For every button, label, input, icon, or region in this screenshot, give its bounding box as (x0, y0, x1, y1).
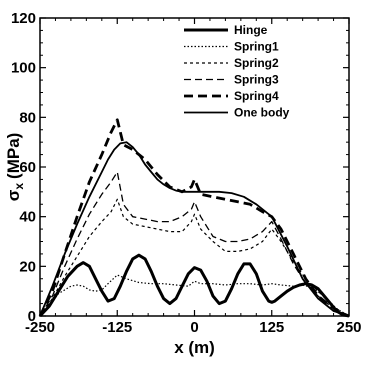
y-axis-title: σx (MPa) (4, 133, 26, 202)
x-tick-label: -125 (102, 319, 132, 336)
y-tick-label: 0 (28, 308, 36, 325)
series-line-spring1 (39, 274, 350, 317)
y-tick-label: 100 (11, 60, 36, 77)
x-tick-label: 125 (259, 319, 284, 336)
x-tick-label: 250 (336, 319, 361, 336)
series-line-spring4 (38, 118, 350, 318)
series-line-spring2 (39, 198, 350, 317)
y-tick-label: 20 (19, 258, 36, 275)
y-tick-label: 60 (19, 159, 36, 176)
legend: Hinge Spring1 Spring2 Spring3 Spring4 One bod… (184, 23, 290, 120)
plot-frame (39, 17, 350, 317)
series-line-one-body (39, 141, 350, 317)
y-axis-title-subscript: x (12, 183, 26, 190)
x-axis-title: x (m) (174, 338, 215, 357)
legend-label: Hinge (234, 23, 268, 37)
x-tick-label: -250 (25, 319, 55, 336)
legend-label: Spring2 (234, 56, 279, 70)
y-axis-title-unit: (MPa) (4, 133, 23, 179)
y-tick-label: 40 (19, 209, 36, 226)
series-line-spring3 (39, 171, 350, 317)
series-line-hinge (38, 253, 350, 318)
y-tick-label: 120 (11, 10, 36, 27)
legend-label: Spring3 (234, 73, 279, 87)
x-tick-label: 0 (190, 319, 198, 336)
y-tick-label: 80 (19, 109, 36, 126)
legend-label: Spring1 (234, 40, 279, 54)
y-axis-title-symbol: σ (4, 189, 23, 201)
plot-layer (38, 118, 350, 318)
axis-layer: -250 -125 0 125 250 0 20 40 60 80 100 120 (11, 10, 362, 336)
legend-label: Spring4 (234, 89, 279, 103)
legend-label: One body (234, 106, 290, 120)
